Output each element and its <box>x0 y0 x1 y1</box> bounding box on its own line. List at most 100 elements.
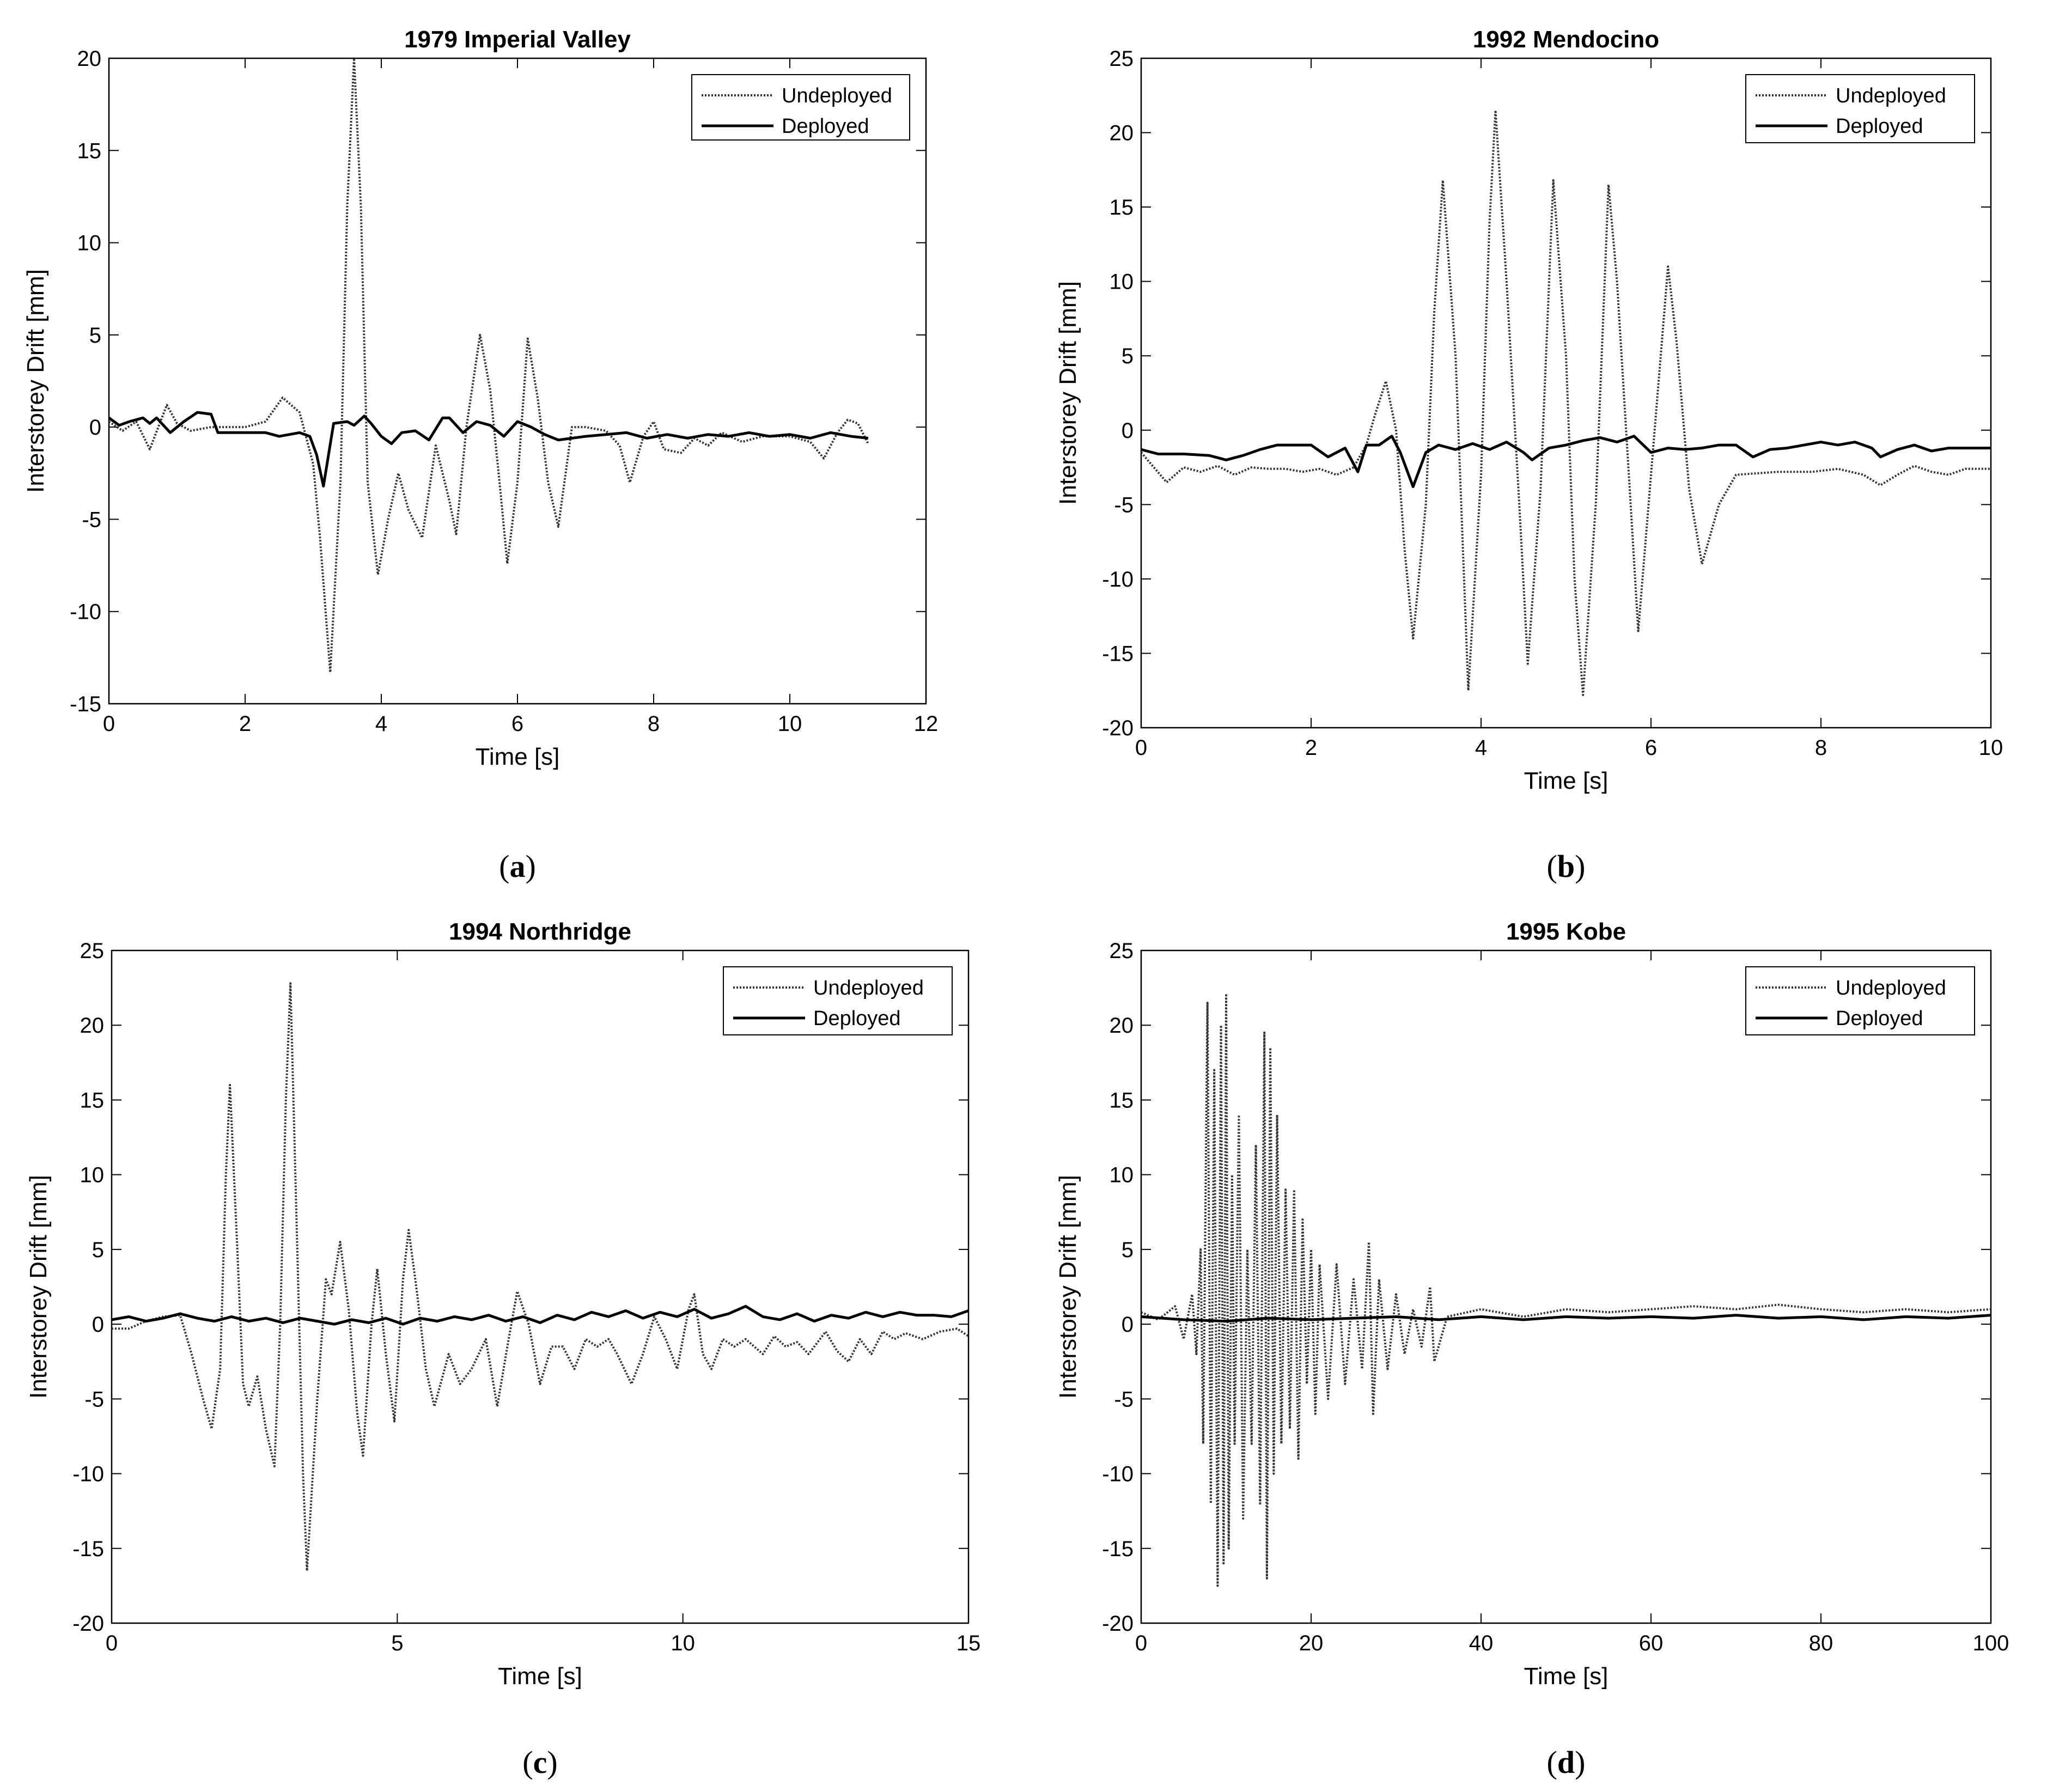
y-tick-label: -5 <box>84 1387 104 1411</box>
y-tick-label: -10 <box>72 1462 104 1486</box>
legend-label-deployed: Deployed <box>1836 115 1923 138</box>
x-tick-label: 0 <box>1135 1631 1147 1655</box>
legend-label-undeployed: Undeployed <box>1836 977 1946 999</box>
series-line-deployed <box>109 411 869 487</box>
x-tick-label: 0 <box>1135 736 1147 760</box>
chart-2: 0 5 10 15 -20 -15 -10 -5 0 5 10 15 20 25 1994 Northrid… <box>25 918 980 1780</box>
x-tick-label: 100 <box>1973 1631 2009 1655</box>
legend-label-undeployed: Undeployed <box>813 977 924 999</box>
y-tick-label: 0 <box>92 1313 104 1337</box>
y-tick-label: 5 <box>89 324 101 348</box>
plot-area <box>112 982 968 1572</box>
y-tick-label: -10 <box>70 600 101 624</box>
x-tick-label: 2 <box>239 712 251 736</box>
chart-title: 1995 Kobe <box>1506 918 1626 945</box>
x-tick-label: 40 <box>1469 1631 1494 1655</box>
panel-label: (c) <box>522 1745 557 1780</box>
y-tick-label: 10 <box>1110 1163 1134 1187</box>
x-tick-label: 8 <box>1815 736 1827 760</box>
series-line-deployed <box>1141 435 1991 489</box>
x-tick-label: 10 <box>671 1631 695 1655</box>
plot-area <box>1141 109 1991 696</box>
y-tick-label: -20 <box>1102 716 1134 740</box>
y-tick-label: -20 <box>72 1612 104 1636</box>
y-tick-label: 0 <box>1122 1313 1134 1337</box>
chart-title: 1979 Imperial Valley <box>404 26 631 53</box>
series-line-undeployed <box>1141 109 1991 696</box>
y-tick-label: -15 <box>70 692 101 716</box>
x-tick-label: 80 <box>1809 1631 1833 1655</box>
panel-label: (b) <box>1547 849 1586 884</box>
y-axis-label: Interstorey Drift [mm] <box>25 1175 52 1399</box>
y-tick-label: -10 <box>1102 568 1134 592</box>
chart-title: 1992 Mendocino <box>1473 26 1659 53</box>
y-tick-label: 5 <box>1122 344 1134 368</box>
legend-box <box>723 966 953 1035</box>
legend-label-undeployed: Undeployed <box>782 84 892 107</box>
legend-box <box>691 74 910 141</box>
legend-label-deployed: Deployed <box>1836 1007 1923 1030</box>
legend-box <box>1745 74 1975 143</box>
x-tick-label: 5 <box>391 1631 403 1655</box>
y-axis-label: Interstorey Drift [mm] <box>1055 1175 1081 1399</box>
legend: Undeployed Deployed <box>691 74 910 141</box>
y-tick-label: -15 <box>72 1537 104 1561</box>
legend: Undeployed Deployed <box>1745 74 1975 143</box>
y-tick-label: 5 <box>92 1238 104 1262</box>
x-tick-label: 10 <box>778 712 802 736</box>
legend-label-deployed: Deployed <box>813 1007 901 1030</box>
chart-title: 1994 Northridge <box>449 918 631 945</box>
y-tick-label: 25 <box>1110 939 1134 963</box>
x-axis-label: Time [s] <box>1524 767 1609 794</box>
chart-1: 0 2 4 6 8 10 -20 -15 -10 -5 0 5 10 15 20 25 1992 Mendoci… <box>1055 26 2003 884</box>
panel-label: (d) <box>1547 1745 1586 1780</box>
y-tick-label: 15 <box>1110 1088 1134 1112</box>
y-tick-label: 20 <box>77 47 102 71</box>
y-tick-label: -15 <box>1102 642 1134 666</box>
y-axis-label: Interstorey Drift [mm] <box>1055 281 1081 505</box>
legend-label-deployed: Deployed <box>782 115 869 138</box>
chart-3: 0 20 40 60 80 100 -20 -15 -10 -5 0 5 10 15 20 25 1995 Ko… <box>1055 918 2009 1780</box>
x-axis-label: Time [s] <box>476 743 560 770</box>
x-tick-label: 2 <box>1305 736 1317 760</box>
y-tick-label: -5 <box>1114 1387 1134 1411</box>
y-tick-label: 10 <box>80 1163 105 1187</box>
x-tick-label: 4 <box>375 712 387 736</box>
x-tick-label: 6 <box>1645 736 1657 760</box>
y-tick-label: 20 <box>1110 1014 1134 1038</box>
series-line-deployed <box>112 1305 968 1326</box>
x-axis-label: Time [s] <box>1524 1663 1609 1690</box>
x-tick-label: 60 <box>1639 1631 1664 1655</box>
legend: Undeployed Deployed <box>723 966 953 1035</box>
y-tick-label: 15 <box>1110 196 1134 220</box>
x-axis-label: Time [s] <box>498 1663 582 1690</box>
legend: Undeployed Deployed <box>1745 966 1975 1035</box>
y-tick-label: 15 <box>80 1088 105 1112</box>
y-tick-label: 15 <box>77 139 102 163</box>
axes-box <box>1140 949 1992 1624</box>
y-axis-label: Interstorey Drift [mm] <box>22 269 49 493</box>
series-line-deployed <box>1141 1314 1991 1323</box>
legend-label-undeployed: Undeployed <box>1836 84 1946 107</box>
x-tick-label: 8 <box>648 712 660 736</box>
y-tick-label: -5 <box>82 508 101 532</box>
chart-0: 0 2 4 6 8 10 12 -15 -10 -5 0 5 10 15 20 1979 Imperial V… <box>22 26 938 884</box>
axes-box <box>1140 57 1992 729</box>
x-tick-label: 0 <box>103 712 115 736</box>
y-tick-label: 20 <box>80 1014 105 1038</box>
x-tick-label: 15 <box>957 1631 981 1655</box>
y-tick-label: 5 <box>1122 1238 1134 1262</box>
series-line-undeployed <box>1141 994 1991 1587</box>
x-tick-label: 0 <box>106 1631 118 1655</box>
legend-box <box>1745 966 1975 1035</box>
y-tick-label: -15 <box>1102 1537 1134 1561</box>
y-tick-label: -10 <box>1102 1462 1134 1486</box>
series-line-undeployed <box>109 58 869 674</box>
x-tick-label: 10 <box>1979 736 2003 760</box>
y-tick-label: -5 <box>1114 493 1134 517</box>
y-tick-label: 0 <box>89 416 101 440</box>
axes-box <box>111 949 970 1624</box>
axes-box <box>108 57 927 705</box>
y-tick-label: 25 <box>1110 47 1134 71</box>
